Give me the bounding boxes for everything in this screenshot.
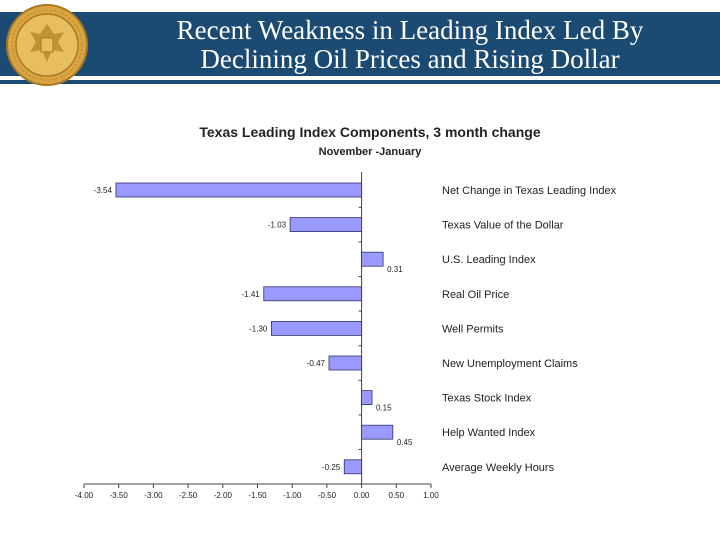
bar bbox=[361, 424, 394, 440]
data-label: -0.25 bbox=[322, 463, 341, 472]
data-label: 0.31 bbox=[387, 265, 403, 274]
chart-subtitle: November -January bbox=[318, 146, 422, 158]
data-label: -1.41 bbox=[242, 290, 261, 299]
x-tick-label: -2.00 bbox=[214, 491, 233, 500]
bar bbox=[343, 459, 363, 475]
category-label: Texas Value of the Dollar bbox=[442, 220, 564, 232]
x-tick-label: -2.50 bbox=[179, 491, 198, 500]
category-label: U.S. Leading Index bbox=[442, 254, 536, 266]
x-tick-label: -1.00 bbox=[283, 491, 302, 500]
category-label: New Unemployment Claims bbox=[442, 358, 578, 370]
bar bbox=[270, 320, 363, 336]
x-tick-label: -1.50 bbox=[248, 491, 267, 500]
bar bbox=[361, 251, 384, 267]
header-rule bbox=[0, 80, 720, 84]
bar bbox=[328, 355, 362, 371]
header-band bbox=[0, 12, 720, 76]
x-tick-label: 1.00 bbox=[423, 491, 439, 500]
federal-reserve-seal-icon bbox=[6, 4, 88, 86]
data-label: 0.45 bbox=[397, 438, 413, 447]
category-label: Help Wanted Index bbox=[442, 427, 536, 439]
x-tick-label: 0.00 bbox=[354, 491, 370, 500]
x-tick-label: -0.50 bbox=[318, 491, 337, 500]
category-label: Net Change in Texas Leading Index bbox=[442, 185, 617, 197]
data-label: -1.03 bbox=[268, 221, 287, 230]
x-tick-label: -4.00 bbox=[75, 491, 94, 500]
data-label: 0.15 bbox=[376, 404, 392, 413]
data-label: -3.54 bbox=[94, 186, 113, 195]
bar bbox=[289, 217, 363, 233]
category-label: Texas Stock Index bbox=[442, 393, 532, 405]
bar bbox=[115, 182, 362, 198]
slide-title-line1: Recent Weakness in Leading Index Led By bbox=[176, 15, 644, 45]
slide-title-line2: Declining Oil Prices and Rising Dollar bbox=[200, 44, 620, 74]
bar bbox=[263, 286, 362, 302]
category-label: Average Weekly Hours bbox=[442, 462, 555, 474]
x-tick-label: -3.00 bbox=[144, 491, 163, 500]
x-tick-label: 0.50 bbox=[389, 491, 405, 500]
slide-header: Recent Weakness in Leading Index Led By … bbox=[0, 0, 720, 88]
category-label: Well Permits bbox=[442, 323, 504, 335]
data-label: -0.47 bbox=[307, 359, 326, 368]
chart-title: Texas Leading Index Components, 3 month … bbox=[199, 124, 541, 140]
slide-title: Recent Weakness in Leading Index Led By … bbox=[100, 16, 720, 74]
x-tick-label: -3.50 bbox=[110, 491, 129, 500]
category-label: Real Oil Price bbox=[442, 289, 509, 301]
bar bbox=[361, 390, 373, 406]
data-label: -1.30 bbox=[249, 324, 268, 333]
